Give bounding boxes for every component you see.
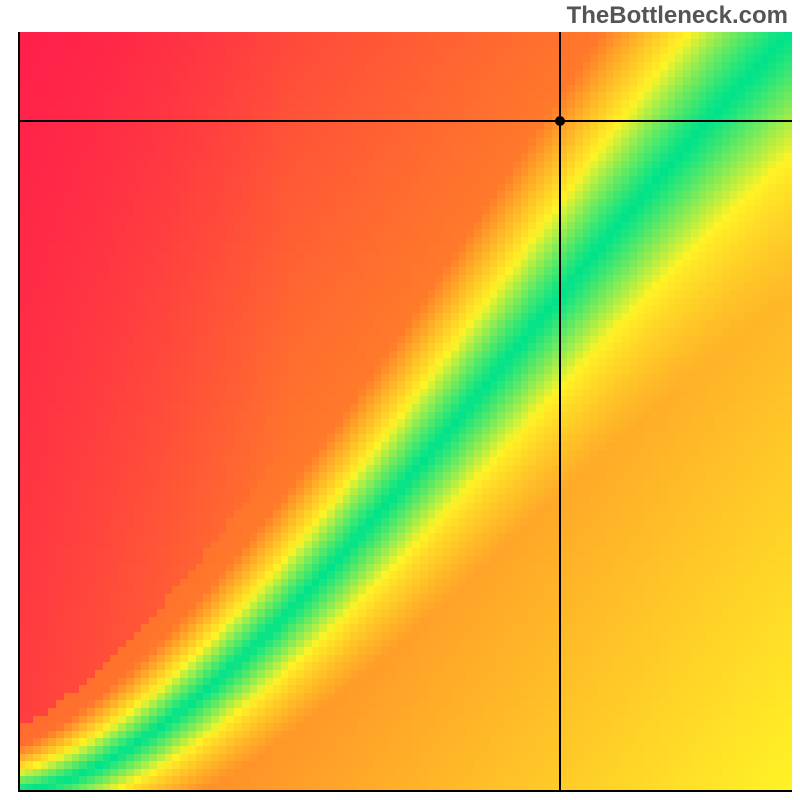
crosshair-vertical [559, 32, 561, 792]
axis-left [18, 32, 20, 792]
plot-area [18, 32, 792, 792]
axis-bottom [18, 790, 792, 792]
heatmap-canvas [18, 32, 792, 792]
chart-container: TheBottleneck.com [0, 0, 800, 800]
crosshair-marker [555, 116, 565, 126]
watermark-text: TheBottleneck.com [567, 2, 788, 30]
crosshair-horizontal [18, 120, 792, 122]
